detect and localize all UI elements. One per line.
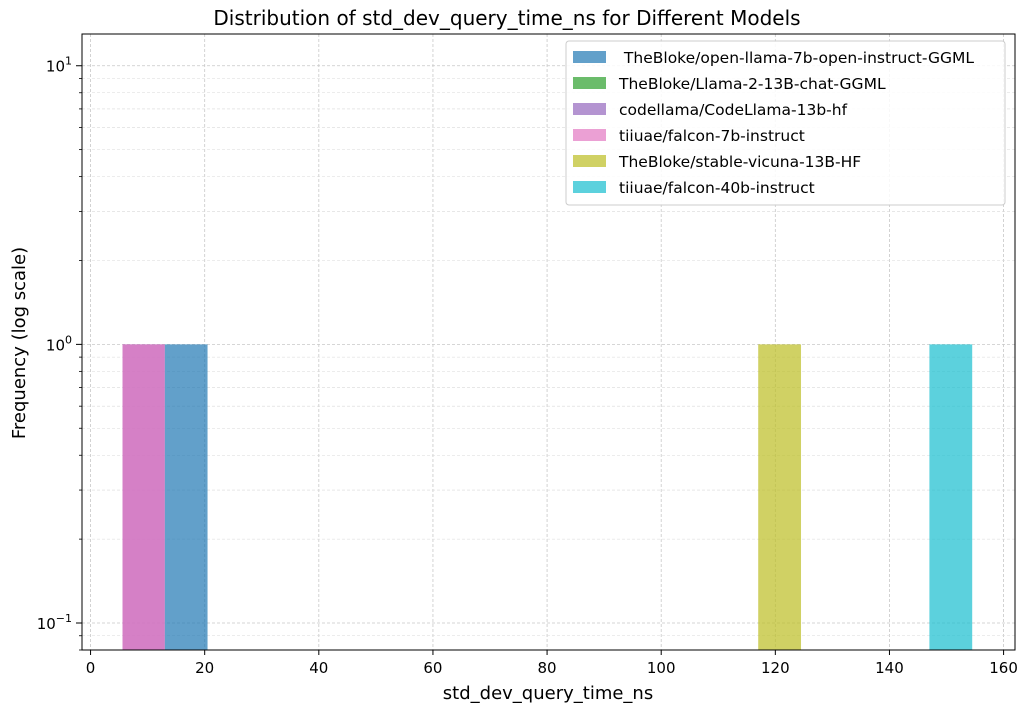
- x-tick-label: 80: [538, 659, 557, 677]
- x-tick-label: 40: [309, 659, 328, 677]
- x-tick-label: 120: [761, 659, 790, 677]
- y-axis-label: Frequency (log scale): [9, 247, 30, 439]
- legend-label: TheBloke/Llama-2-13B-chat-GGML: [618, 75, 886, 93]
- x-tick-label: 140: [875, 659, 904, 677]
- legend-swatch: [573, 103, 606, 115]
- legend-swatch: [573, 181, 606, 193]
- legend-label: codellama/CodeLlama-13b-hf: [619, 101, 848, 119]
- legend-label: tiiuae/falcon-7b-instruct: [619, 127, 805, 145]
- legend: TheBloke/open-llama-7b-open-instruct-GGM…: [565, 40, 1006, 206]
- x-tick-label: 20: [195, 659, 214, 677]
- histogram-bar: [758, 344, 802, 650]
- legend-box: [565, 40, 1006, 206]
- legend-swatch: [573, 129, 606, 141]
- legend-swatch: [573, 155, 606, 167]
- y-tick-label: 101: [46, 55, 72, 76]
- y-tick-label: 100: [46, 333, 72, 354]
- x-axis-label: std_dev_query_time_ns: [443, 683, 653, 704]
- plot-frame: [81, 33, 1016, 651]
- x-tick-label: 160: [989, 659, 1018, 677]
- histogram-bar: [164, 344, 208, 650]
- x-tick-label: 100: [647, 659, 676, 677]
- legend-label: TheBloke/stable-vicuna-13B-HF: [618, 153, 861, 171]
- y-tick-label: 10−1: [37, 612, 72, 633]
- chart-title: Distribution of std_dev_query_time_ns fo…: [213, 6, 800, 30]
- x-tick-label: 0: [86, 659, 96, 677]
- legend-label: TheBloke/open-llama-7b-open-instruct-GGM…: [619, 49, 974, 67]
- legend-swatch: [573, 77, 606, 89]
- legend-swatch: [573, 51, 606, 63]
- x-tick-label: 60: [423, 659, 442, 677]
- histogram-bar: [122, 344, 165, 650]
- histogram-bar: [929, 344, 973, 650]
- bars-layer: [122, 344, 973, 650]
- legend-label: tiiuae/falcon-40b-instruct: [619, 179, 815, 197]
- ticks-layer: 0 20 40 60 80 100 120 140 160 10−1 100 101: [37, 55, 1018, 677]
